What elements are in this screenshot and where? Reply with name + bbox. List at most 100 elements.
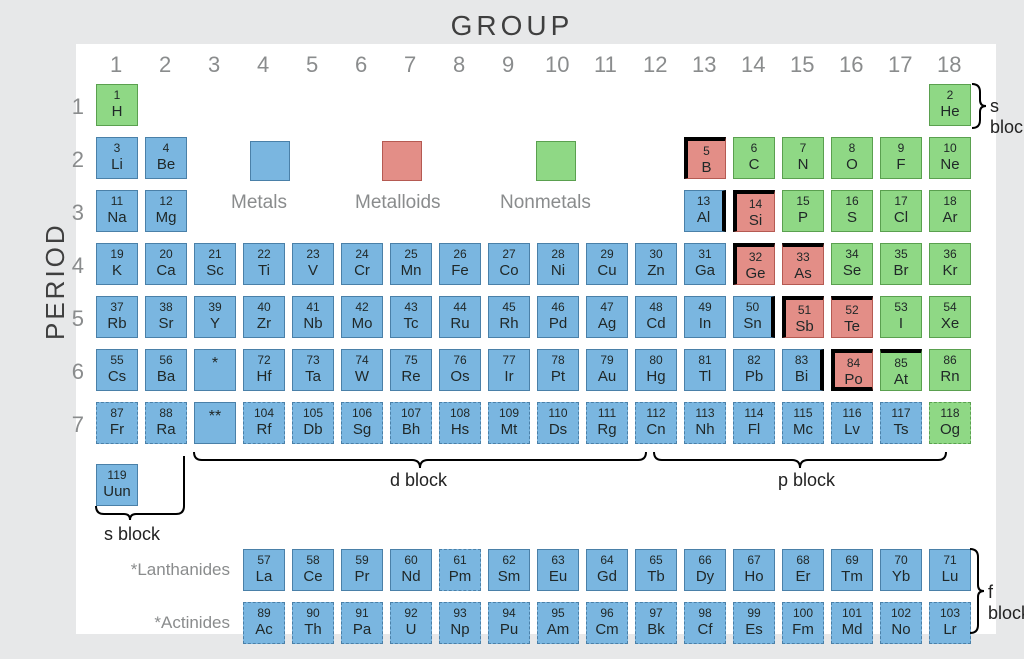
- placeholder-lanth: *: [194, 349, 236, 391]
- element-C: 6C: [733, 137, 775, 179]
- group-num-10: 10: [545, 52, 569, 78]
- element-Fl: 114Fl: [733, 402, 775, 444]
- element-Ba: 56Ba: [145, 349, 187, 391]
- element-Ce: 58Ce: [292, 549, 334, 591]
- block-s-bottom: s block: [104, 524, 160, 545]
- element-Ru: 44Ru: [439, 296, 481, 338]
- period-num-4: 4: [54, 253, 84, 279]
- legend-swatch-metalloid: [382, 141, 422, 181]
- element-Ra: 88Ra: [145, 402, 187, 444]
- element-Kr: 36Kr: [929, 243, 971, 285]
- element-Cd: 48Cd: [635, 296, 677, 338]
- group-num-4: 4: [257, 52, 269, 78]
- element-Mo: 42Mo: [341, 296, 383, 338]
- element-Ne: 10Ne: [929, 137, 971, 179]
- element-Hg: 80Hg: [635, 349, 677, 391]
- element-Pb: 82Pb: [733, 349, 775, 391]
- element-Tm: 69Tm: [831, 549, 873, 591]
- element-Cl: 17Cl: [880, 190, 922, 232]
- legend-label-metal: Metals: [231, 192, 287, 214]
- group-num-8: 8: [453, 52, 465, 78]
- element-Ho: 67Ho: [733, 549, 775, 591]
- element-Uun: 119Uun: [96, 464, 138, 506]
- element-F: 9F: [880, 137, 922, 179]
- element-P: 15P: [782, 190, 824, 232]
- element-Rf: 104Rf: [243, 402, 285, 444]
- element-Pm: 61Pm: [439, 549, 481, 591]
- element-No: 102No: [880, 602, 922, 644]
- element-V: 23V: [292, 243, 334, 285]
- element-Sb: 51Sb: [782, 296, 824, 338]
- element-Cn: 112Cn: [635, 402, 677, 444]
- element-Au: 79Au: [586, 349, 628, 391]
- element-Na: 11Na: [96, 190, 138, 232]
- element-Lu: 71Lu: [929, 549, 971, 591]
- element-As: 33As: [782, 243, 824, 285]
- element-Se: 34Se: [831, 243, 873, 285]
- element-Fr: 87Fr: [96, 402, 138, 444]
- element-Li: 3Li: [96, 137, 138, 179]
- element-Er: 68Er: [782, 549, 824, 591]
- element-Cm: 96Cm: [586, 602, 628, 644]
- element-Ti: 22Ti: [243, 243, 285, 285]
- element-Rb: 37Rb: [96, 296, 138, 338]
- element-Cr: 24Cr: [341, 243, 383, 285]
- title-group: GROUP: [0, 10, 1024, 42]
- element-Al: 13Al: [684, 190, 726, 232]
- element-Th: 90Th: [292, 602, 334, 644]
- element-Os: 76Os: [439, 349, 481, 391]
- element-La: 57La: [243, 549, 285, 591]
- element-Ca: 20Ca: [145, 243, 187, 285]
- element-Sn: 50Sn: [733, 296, 775, 338]
- element-Br: 35Br: [880, 243, 922, 285]
- placeholder-act: **: [194, 402, 236, 444]
- element-Hs: 108Hs: [439, 402, 481, 444]
- element-Co: 27Co: [488, 243, 530, 285]
- element-Re: 75Re: [390, 349, 432, 391]
- element-Mt: 109Mt: [488, 402, 530, 444]
- period-num-7: 7: [54, 412, 84, 438]
- stage: GROUP PERIOD 123456789101112131415161718…: [0, 0, 1024, 659]
- element-Dy: 66Dy: [684, 549, 726, 591]
- element-Bk: 97Bk: [635, 602, 677, 644]
- period-num-3: 3: [54, 200, 84, 226]
- element-Mc: 115Mc: [782, 402, 824, 444]
- element-Rn: 86Rn: [929, 349, 971, 391]
- element-Pr: 59Pr: [341, 549, 383, 591]
- element-Sc: 21Sc: [194, 243, 236, 285]
- element-Zn: 30Zn: [635, 243, 677, 285]
- element-At: 85At: [880, 349, 922, 391]
- element-Cf: 98Cf: [684, 602, 726, 644]
- element-Nb: 41Nb: [292, 296, 334, 338]
- element-K: 19K: [96, 243, 138, 285]
- element-Md: 101Md: [831, 602, 873, 644]
- element-Mn: 25Mn: [390, 243, 432, 285]
- element-Po: 84Po: [831, 349, 873, 391]
- element-S: 16S: [831, 190, 873, 232]
- element-Xe: 54Xe: [929, 296, 971, 338]
- period-num-2: 2: [54, 147, 84, 173]
- legend-label-nonmetal: Nonmetals: [500, 192, 591, 214]
- element-Nd: 60Nd: [390, 549, 432, 591]
- element-Ts: 117Ts: [880, 402, 922, 444]
- element-Pa: 91Pa: [341, 602, 383, 644]
- group-num-14: 14: [741, 52, 765, 78]
- element-In: 49In: [684, 296, 726, 338]
- element-Be: 4Be: [145, 137, 187, 179]
- period-num-1: 1: [54, 94, 84, 120]
- group-num-18: 18: [937, 52, 961, 78]
- block-d: d block: [390, 470, 447, 491]
- element-Bi: 83Bi: [782, 349, 824, 391]
- element-Zr: 40Zr: [243, 296, 285, 338]
- element-Cu: 29Cu: [586, 243, 628, 285]
- element-Mg: 12Mg: [145, 190, 187, 232]
- group-num-12: 12: [643, 52, 667, 78]
- element-Fe: 26Fe: [439, 243, 481, 285]
- element-Sg: 106Sg: [341, 402, 383, 444]
- block-f: f block: [988, 582, 1024, 624]
- group-num-5: 5: [306, 52, 318, 78]
- element-Pt: 78Pt: [537, 349, 579, 391]
- element-Ir: 77Ir: [488, 349, 530, 391]
- group-num-13: 13: [692, 52, 716, 78]
- element-Nh: 113Nh: [684, 402, 726, 444]
